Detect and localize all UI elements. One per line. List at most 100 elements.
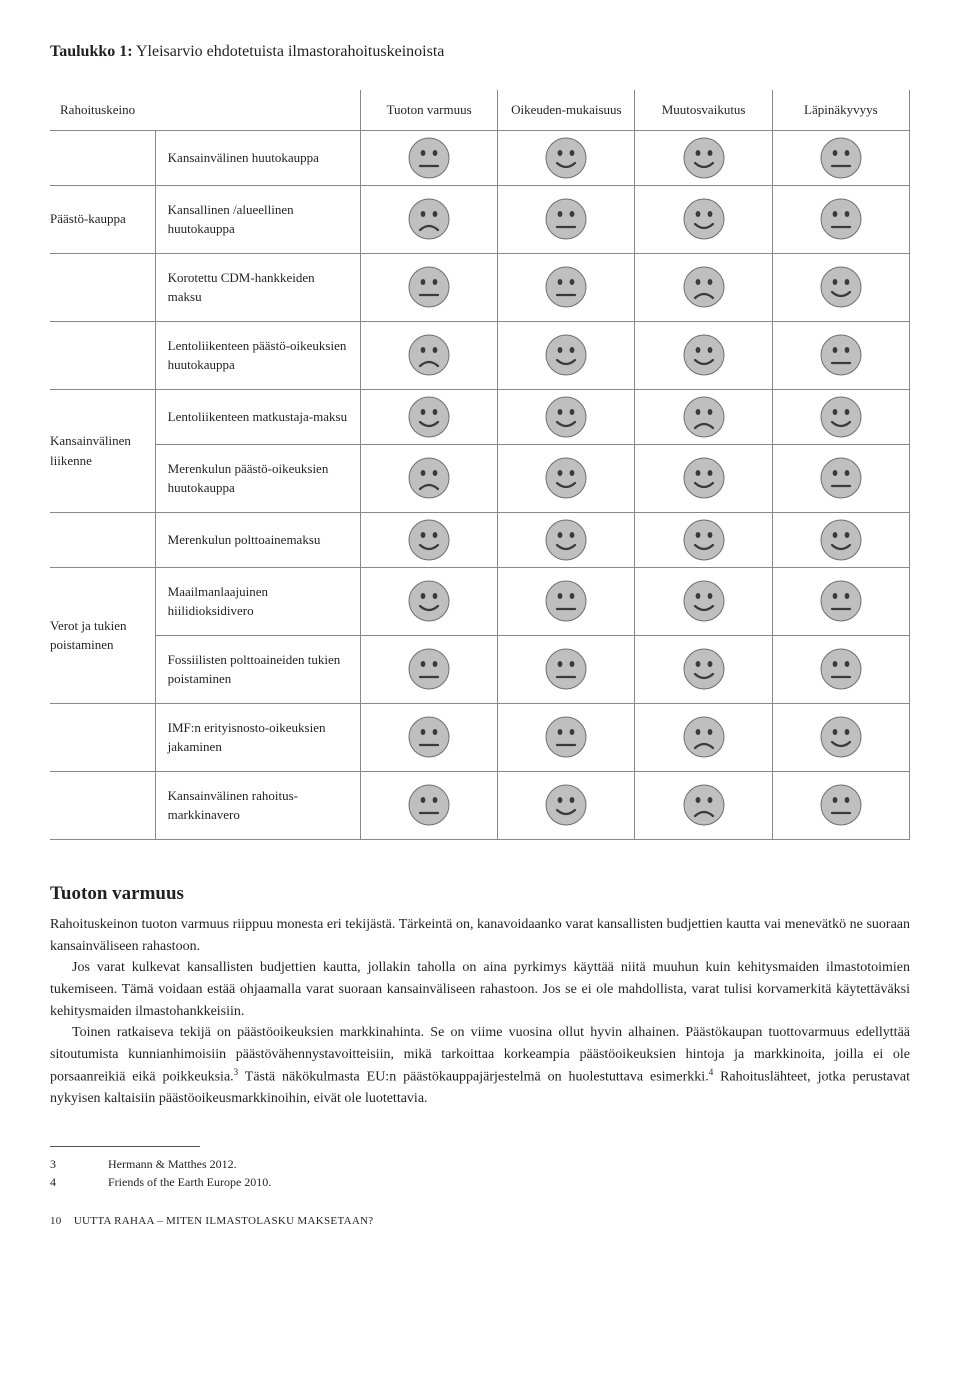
face-cell <box>361 567 498 635</box>
face-cell <box>635 130 772 185</box>
category-cell: Päästö-kauppa <box>50 185 155 253</box>
face-cell <box>498 253 635 321</box>
neutral-face-icon <box>820 580 862 622</box>
face-cell <box>361 703 498 771</box>
title-rest: Yleisarvio ehdotetuista ilmastorahoitusk… <box>133 43 445 60</box>
face-cell <box>772 512 909 567</box>
face-cell <box>498 130 635 185</box>
table-row: Merenkulun polttoainemaksu <box>50 512 910 567</box>
table-row: Kansainvälinen liikenneLentoliikenteen m… <box>50 389 910 444</box>
table-row: Päästö-kauppaKansallinen /alueellinen hu… <box>50 185 910 253</box>
face-cell <box>772 444 909 512</box>
face-cell <box>498 703 635 771</box>
row-label: Maailmanlaajuinen hiilidioksidivero <box>155 567 360 635</box>
row-label: Lentoliikenteen päästö-oikeuksien huutok… <box>155 321 360 389</box>
happy-face-icon <box>820 396 862 438</box>
happy-face-icon <box>683 334 725 376</box>
face-cell <box>498 567 635 635</box>
neutral-face-icon <box>820 198 862 240</box>
title-bold: Taulukko 1: <box>50 43 133 60</box>
category-cell <box>50 703 155 771</box>
neutral-face-icon <box>408 266 450 308</box>
face-cell <box>772 703 909 771</box>
face-cell <box>635 389 772 444</box>
table-row: Lentoliikenteen päästö-oikeuksien huutok… <box>50 321 910 389</box>
neutral-face-icon <box>408 137 450 179</box>
face-cell <box>498 771 635 839</box>
face-cell <box>361 130 498 185</box>
happy-face-icon <box>545 784 587 826</box>
face-cell <box>498 185 635 253</box>
row-label: Korotettu CDM-hankkeiden maksu <box>155 253 360 321</box>
face-cell <box>498 444 635 512</box>
face-cell <box>635 444 772 512</box>
row-label: Merenkulun päästö-oikeuksien huutokauppa <box>155 444 360 512</box>
row-label: IMF:n erityisnosto-oikeuksien jakaminen <box>155 703 360 771</box>
row-label: Kansallinen /alueellinen huutokauppa <box>155 185 360 253</box>
row-label: Kansainvälinen huutokauppa <box>155 130 360 185</box>
face-cell <box>361 512 498 567</box>
neutral-face-icon <box>545 266 587 308</box>
paragraph-3: Toinen ratkaiseva tekijä on päästöoikeuk… <box>50 1022 910 1109</box>
face-cell <box>635 635 772 703</box>
row-label: Lentoliikenteen matkustaja-maksu <box>155 389 360 444</box>
table-row: Merenkulun päästö-oikeuksien huutokauppa <box>50 444 910 512</box>
paragraph-2: Jos varat kulkevat kansallisten budjetti… <box>50 957 910 1022</box>
face-cell <box>772 130 909 185</box>
face-cell <box>635 253 772 321</box>
category-cell <box>50 253 155 321</box>
col-header-tuoton: Tuoton varmuus <box>361 90 498 130</box>
face-cell <box>772 771 909 839</box>
neutral-face-icon <box>408 716 450 758</box>
face-cell <box>361 253 498 321</box>
table-title: Taulukko 1: Yleisarvio ehdotetuista ilma… <box>50 40 910 64</box>
happy-face-icon <box>820 266 862 308</box>
col-header-lapinak: Läpinäkyvyys <box>772 90 909 130</box>
sad-face-icon <box>408 198 450 240</box>
happy-face-icon <box>683 580 725 622</box>
col-header-keino: Rahoituskeino <box>50 90 361 130</box>
col-header-oikeuden: Oikeuden-mukaisuus <box>498 90 635 130</box>
category-cell: Verot ja tukien poistaminen <box>50 567 155 703</box>
face-cell <box>361 635 498 703</box>
neutral-face-icon <box>545 580 587 622</box>
face-cell <box>772 321 909 389</box>
happy-face-icon <box>408 396 450 438</box>
happy-face-icon <box>820 519 862 561</box>
category-cell <box>50 771 155 839</box>
neutral-face-icon <box>545 198 587 240</box>
footnote-3: 3Hermann & Matthes 2012. <box>50 1155 910 1173</box>
face-cell <box>772 567 909 635</box>
happy-face-icon <box>545 137 587 179</box>
happy-face-icon <box>683 648 725 690</box>
face-cell <box>361 389 498 444</box>
table-row: Korotettu CDM-hankkeiden maksu <box>50 253 910 321</box>
sad-face-icon <box>683 784 725 826</box>
face-cell <box>361 185 498 253</box>
happy-face-icon <box>545 334 587 376</box>
col-header-muutos: Muutosvaikutus <box>635 90 772 130</box>
happy-face-icon <box>683 457 725 499</box>
face-cell <box>635 321 772 389</box>
happy-face-icon <box>683 519 725 561</box>
happy-face-icon <box>408 519 450 561</box>
neutral-face-icon <box>545 648 587 690</box>
neutral-face-icon <box>545 716 587 758</box>
sad-face-icon <box>683 266 725 308</box>
face-cell <box>635 771 772 839</box>
table-row: Verot ja tukien poistaminenMaailmanlaaju… <box>50 567 910 635</box>
happy-face-icon <box>545 457 587 499</box>
section-heading: Tuoton varmuus <box>50 880 910 909</box>
face-cell <box>772 253 909 321</box>
happy-face-icon <box>545 519 587 561</box>
page-footer-text: UUTTA RAHAA – MITEN ILMASTOLASKU MAKSETA… <box>74 1215 374 1227</box>
neutral-face-icon <box>820 648 862 690</box>
table-row: Fossiilisten polttoaineiden tukien poist… <box>50 635 910 703</box>
neutral-face-icon <box>820 784 862 826</box>
happy-face-icon <box>683 137 725 179</box>
face-cell <box>498 512 635 567</box>
neutral-face-icon <box>820 137 862 179</box>
category-cell <box>50 512 155 567</box>
row-label: Merenkulun polttoainemaksu <box>155 512 360 567</box>
row-label: Kansainvälinen rahoitus-markkinavero <box>155 771 360 839</box>
